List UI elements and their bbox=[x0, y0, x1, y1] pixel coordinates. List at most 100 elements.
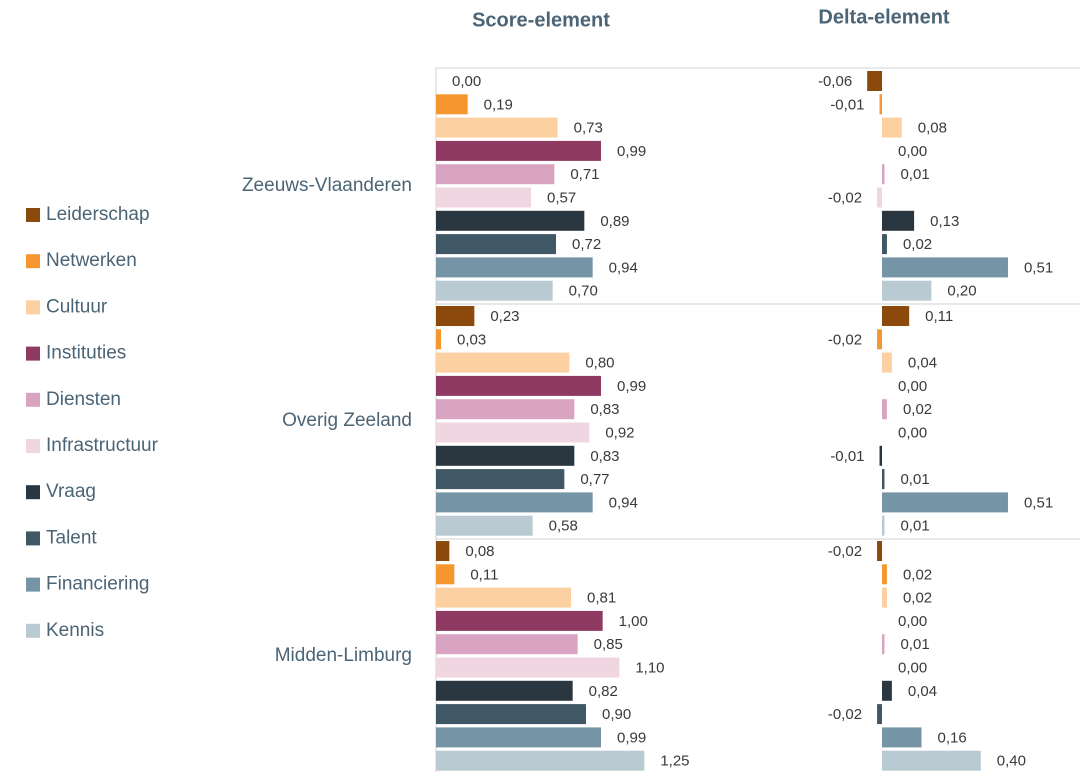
value-label: 0,11 bbox=[925, 308, 953, 325]
bar bbox=[436, 727, 601, 748]
legend-label: Vraag bbox=[46, 481, 96, 502]
bar bbox=[436, 469, 565, 490]
bar bbox=[882, 634, 885, 655]
value-label: 0,19 bbox=[484, 96, 513, 113]
value-label: 0,11 bbox=[470, 566, 498, 583]
bar bbox=[436, 117, 558, 138]
value-label: 0,00 bbox=[898, 143, 927, 160]
value-label: 0,90 bbox=[602, 706, 631, 723]
category-label: Overig Zeeland bbox=[282, 410, 412, 431]
value-label: 0,01 bbox=[900, 166, 929, 183]
bar bbox=[436, 515, 533, 536]
bar bbox=[882, 750, 981, 771]
value-label: 0,94 bbox=[609, 494, 638, 511]
value-label: -0,02 bbox=[828, 543, 862, 560]
value-label: 0,02 bbox=[903, 566, 932, 583]
bar bbox=[436, 399, 575, 420]
value-label: -0,02 bbox=[828, 189, 862, 206]
bar bbox=[882, 727, 922, 748]
value-label: 1,00 bbox=[619, 613, 648, 630]
chart-title: Delta-element bbox=[818, 6, 949, 28]
bar bbox=[436, 634, 578, 655]
bar bbox=[882, 515, 885, 536]
bar bbox=[877, 704, 882, 725]
bar bbox=[436, 704, 586, 725]
value-label: 0,23 bbox=[490, 308, 519, 325]
value-label: 0,08 bbox=[465, 543, 494, 560]
bar bbox=[882, 399, 887, 420]
value-label: 0,01 bbox=[900, 471, 929, 488]
bar bbox=[436, 306, 475, 326]
legend-label: Netwerken bbox=[46, 250, 137, 271]
value-label: 0,71 bbox=[570, 166, 599, 183]
value-label: 0,58 bbox=[549, 518, 578, 535]
bar bbox=[879, 445, 882, 466]
bar bbox=[882, 306, 910, 326]
value-label: 1,25 bbox=[660, 753, 689, 770]
value-label: 0,01 bbox=[900, 636, 929, 653]
value-label: 0,80 bbox=[585, 355, 614, 372]
bar bbox=[436, 375, 601, 396]
bar bbox=[436, 94, 468, 115]
bar bbox=[436, 657, 620, 678]
value-label: 0,83 bbox=[590, 448, 619, 465]
bar bbox=[436, 587, 571, 608]
bar bbox=[436, 541, 450, 561]
bar bbox=[436, 187, 531, 208]
legend-label: Instituties bbox=[46, 343, 126, 364]
legend-label: Kennis bbox=[46, 620, 104, 641]
value-label: 0,08 bbox=[918, 120, 947, 137]
legend-swatch bbox=[26, 439, 40, 453]
bar bbox=[877, 541, 882, 561]
value-label: 0,02 bbox=[903, 401, 932, 418]
value-label: 0,99 bbox=[617, 143, 646, 160]
category-label: Zeeuws-Vlaanderen bbox=[242, 175, 412, 196]
value-label: 0,89 bbox=[600, 213, 629, 230]
bar bbox=[877, 329, 882, 350]
category-label: Midden-Limburg bbox=[275, 645, 412, 666]
value-label: -0,02 bbox=[828, 706, 862, 723]
value-label: 0,00 bbox=[898, 613, 927, 630]
bar bbox=[882, 234, 887, 255]
legend-label: Financiering bbox=[46, 574, 150, 595]
bar bbox=[882, 257, 1008, 278]
value-label: 0,70 bbox=[569, 283, 598, 300]
value-label: 0,04 bbox=[908, 355, 937, 372]
legend-label: Leiderschap bbox=[46, 204, 150, 225]
bar bbox=[877, 187, 882, 208]
bar bbox=[436, 210, 585, 231]
value-label: 0,20 bbox=[947, 283, 976, 300]
bar bbox=[436, 445, 575, 466]
bar bbox=[436, 680, 573, 701]
bar bbox=[879, 94, 882, 115]
value-label: 0,51 bbox=[1024, 494, 1053, 511]
bar bbox=[436, 492, 593, 513]
value-label: 0,85 bbox=[594, 636, 623, 653]
bar bbox=[436, 422, 590, 443]
value-label: 0,01 bbox=[900, 518, 929, 535]
bar bbox=[882, 352, 892, 373]
value-label: 0,40 bbox=[997, 753, 1026, 770]
bar bbox=[436, 257, 593, 278]
bar bbox=[882, 210, 915, 231]
legend-label: Talent bbox=[46, 527, 97, 548]
bar bbox=[436, 564, 455, 585]
bar bbox=[882, 680, 892, 701]
legend-swatch bbox=[26, 577, 40, 592]
value-label: 0,02 bbox=[903, 236, 932, 253]
value-label: 0,94 bbox=[609, 259, 638, 276]
value-label: 0,16 bbox=[938, 729, 967, 746]
value-label: -0,06 bbox=[818, 73, 852, 90]
bar bbox=[867, 71, 882, 91]
value-label: 0,02 bbox=[903, 590, 932, 607]
legend-label: Infrastructuur bbox=[46, 435, 159, 456]
value-label: 0,83 bbox=[590, 401, 619, 418]
value-label: 0,03 bbox=[457, 331, 486, 348]
legend-swatch bbox=[26, 623, 40, 638]
value-label: -0,01 bbox=[830, 448, 864, 465]
value-label: 0,00 bbox=[898, 378, 927, 395]
legend-label: Diensten bbox=[46, 389, 121, 410]
value-label: -0,01 bbox=[830, 96, 864, 113]
bar bbox=[436, 280, 553, 301]
